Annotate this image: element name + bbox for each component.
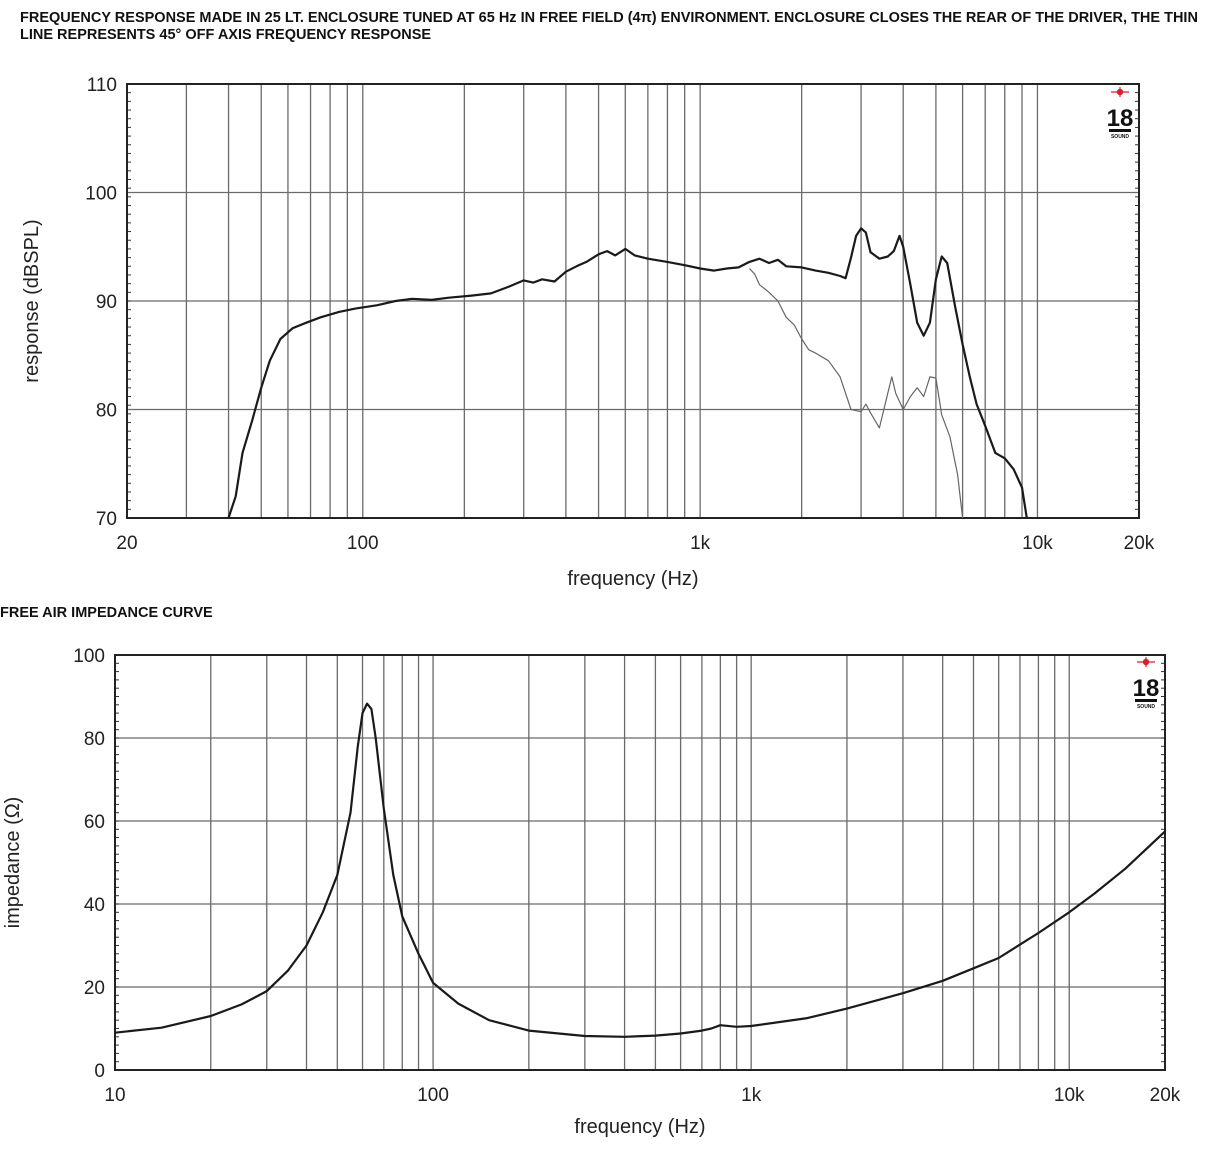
- fr-series-thick-line: [227, 227, 1028, 519]
- imp-logo-bar: [1135, 699, 1157, 702]
- fr-logo-text: SOUND: [1111, 134, 1129, 140]
- imp-yaxis-label: impedance (Ω): [2, 797, 24, 929]
- fr-xtick-label: 1k: [690, 533, 711, 554]
- imp-ytick-label: 60: [84, 812, 105, 833]
- fr-xtick-label: 10k: [1022, 533, 1053, 554]
- fr-brand-logo: 18 SOUND: [1107, 87, 1134, 140]
- imp-xtick-label: 10: [104, 1085, 125, 1106]
- fr-yaxis-label: response (dBSPL): [21, 219, 43, 382]
- fr-series-thin-line: [748, 268, 964, 519]
- imp-xtick-label: 10k: [1054, 1085, 1085, 1106]
- fr-xaxis-label: frequency (Hz): [567, 568, 698, 590]
- imp-logo-text: SOUND: [1137, 704, 1155, 710]
- fr-ytick-label: 70: [96, 509, 117, 530]
- fr-xtick-label: 100: [347, 533, 379, 554]
- fr-ytick-label: 90: [96, 292, 117, 313]
- imp-xtick-label: 100: [417, 1085, 449, 1106]
- fr-xtick-label: 20k: [1124, 533, 1155, 554]
- fr-ytick-label: 100: [85, 184, 117, 205]
- fr-logo-bar: [1109, 129, 1131, 132]
- imp-xtick-label: 1k: [741, 1085, 762, 1106]
- impedance-chart: 0 20 40 60 80 100 10 100 1k 10k 20k frequency (Hz) i…: [2, 646, 1181, 1138]
- frequency-response-title: FREQUENCY RESPONSE MADE IN 25 LT. ENCLOS…: [20, 10, 1198, 43]
- fr-xtick-label: 20: [116, 533, 137, 554]
- imp-ytick-label: 40: [84, 895, 105, 916]
- imp-brand-logo: 18 SOUND: [1133, 657, 1160, 710]
- frequency-response-chart: 70 80 90 100 110 20 100 1k 10k 20k frequency (Hz) r…: [21, 75, 1155, 590]
- fr-logo-number: 18: [1107, 105, 1134, 132]
- fr-plot-frame: [126, 83, 1140, 519]
- imp-logo-number: 18: [1133, 675, 1160, 702]
- imp-ytick-label: 100: [73, 646, 105, 667]
- imp-series-thick-line: [114, 702, 1166, 1038]
- imp-plot-frame: [114, 654, 1166, 1071]
- imp-xaxis-label: frequency (Hz): [574, 1116, 705, 1138]
- fr-grid: [127, 84, 1139, 518]
- imp-minor-ticks: [115, 662, 1165, 1063]
- impedance-title: FREE AIR IMPEDANCE CURVE: [0, 605, 213, 621]
- imp-ytick-label: 0: [94, 1061, 105, 1082]
- imp-grid: [115, 655, 1165, 1070]
- fr-ytick-label: 80: [96, 401, 117, 422]
- imp-ytick-label: 80: [84, 729, 105, 750]
- imp-xtick-label: 20k: [1150, 1085, 1181, 1106]
- fr-ytick-label: 110: [87, 75, 117, 96]
- imp-ytick-label: 20: [84, 978, 105, 999]
